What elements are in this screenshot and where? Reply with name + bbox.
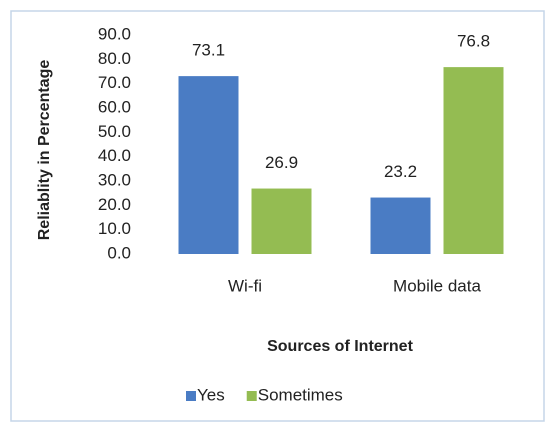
x-tick-label: Mobile data bbox=[393, 276, 481, 295]
y-tick-label: 90.0 bbox=[98, 24, 131, 43]
bar bbox=[178, 76, 239, 254]
legend-label: Yes bbox=[197, 385, 225, 404]
legend-swatch bbox=[186, 391, 196, 401]
y-tick-label: 30.0 bbox=[98, 170, 131, 189]
bar bbox=[370, 197, 431, 254]
data-label: 73.1 bbox=[192, 41, 225, 60]
y-tick-label: 20.0 bbox=[98, 195, 131, 214]
y-axis-title: Reliablity in Percentage bbox=[36, 60, 53, 241]
y-tick-label: 40.0 bbox=[98, 146, 131, 165]
y-tick-label: 70.0 bbox=[98, 73, 131, 92]
y-tick-label: 50.0 bbox=[98, 122, 131, 141]
legend-swatch bbox=[246, 391, 257, 401]
y-tick-label: 60.0 bbox=[98, 97, 131, 116]
x-tick-label: Wi-fi bbox=[228, 276, 262, 295]
bar bbox=[251, 188, 312, 254]
y-tick-label: 0.0 bbox=[107, 243, 131, 262]
legend-label: Sometimes bbox=[258, 385, 343, 404]
y-tick-label: 80.0 bbox=[98, 49, 131, 68]
data-label: 76.8 bbox=[457, 32, 490, 51]
y-tick-label: 10.0 bbox=[98, 219, 131, 238]
bar bbox=[443, 67, 504, 255]
x-axis-title: Sources of Internet bbox=[267, 338, 413, 355]
data-label: 26.9 bbox=[265, 153, 298, 172]
data-label: 23.2 bbox=[384, 162, 417, 181]
